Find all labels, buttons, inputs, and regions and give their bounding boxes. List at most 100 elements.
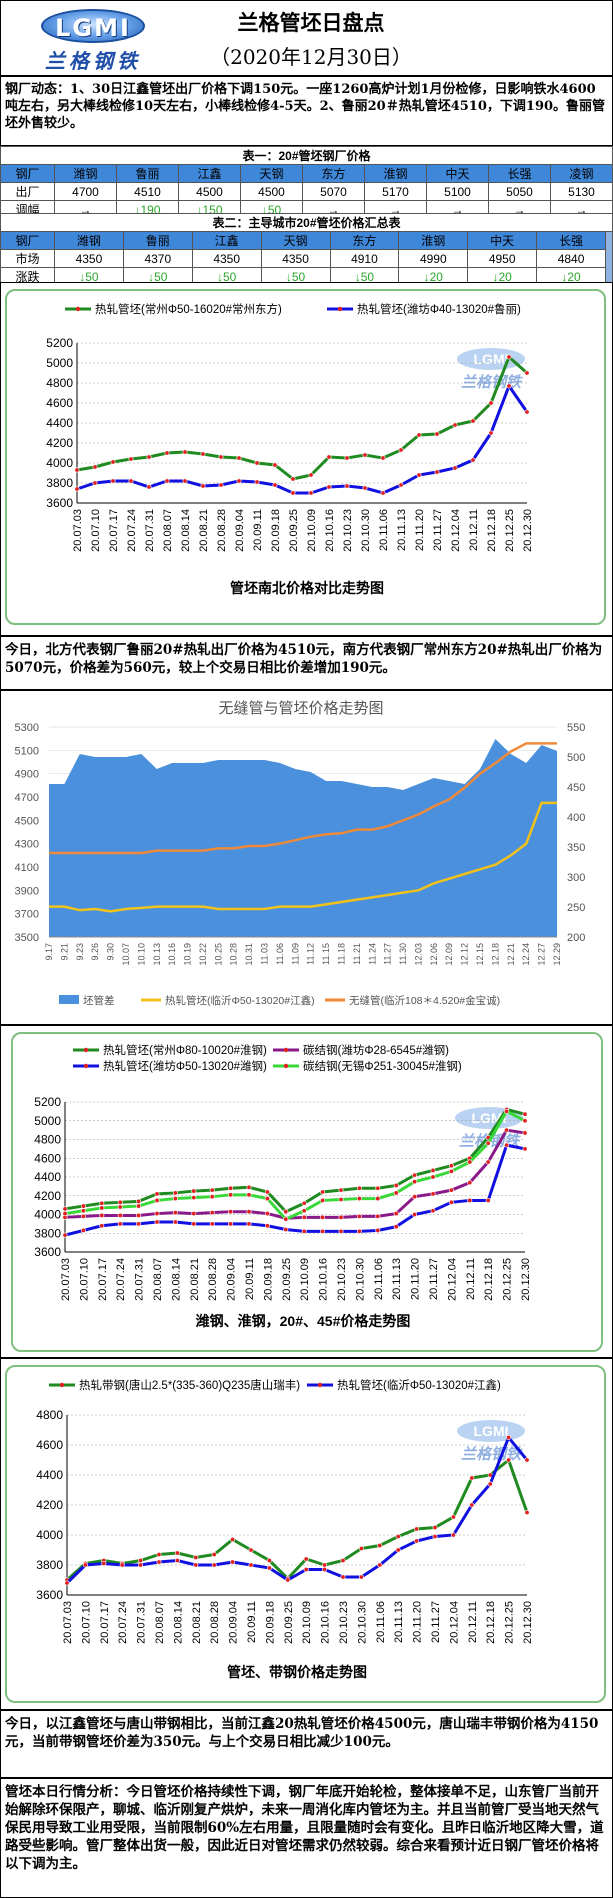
x-tick-label: 20.11.13 (391, 1258, 403, 1300)
data-point (414, 1538, 420, 1544)
y-left-tick-label: 3500 (15, 932, 39, 944)
data-point (522, 1146, 528, 1152)
data-point (412, 1179, 418, 1185)
data-point (266, 1565, 272, 1571)
legend-label: 热轧管坯(潍坊Φ50-13020#潍钢) (103, 1059, 267, 1073)
y-right-tick-label: 200 (567, 932, 585, 944)
x-tick-label: 20.07.24 (126, 509, 138, 552)
mill-name-cell: 江鑫 (178, 164, 241, 183)
x-tick-label: 10.31 (244, 943, 254, 966)
data-point (154, 1197, 160, 1203)
y-left-tick-label: 5300 (15, 722, 39, 734)
x-tick-label: 20.07.17 (108, 509, 120, 552)
series-line (64, 1109, 526, 1222)
data-point (172, 1190, 178, 1196)
data-point (524, 370, 530, 376)
x-tick-label: 12.24 (521, 943, 531, 966)
page-title: 兰格管坯日盘点 (237, 10, 385, 35)
data-point (209, 1221, 215, 1227)
x-tick-label: 10.28 (229, 943, 239, 966)
mill-name-cell: 天钢 (260, 231, 331, 250)
mill-name-cell: 凌钢 (550, 164, 613, 183)
data-point (485, 1197, 491, 1203)
data-point (393, 1190, 399, 1196)
report-header: LGMI 兰格钢铁 兰格管坯日盘点 （2020年12月30日） (0, 0, 613, 76)
mill-name-cell: 江鑫 (191, 231, 262, 250)
x-tick-label: 20.07.31 (136, 1601, 148, 1644)
data-point (248, 1562, 254, 1568)
data-point (430, 1174, 436, 1180)
x-tick-label: 20.11.20 (414, 509, 426, 551)
data-point (62, 1206, 68, 1212)
x-tick-label: 20.07.10 (78, 1258, 90, 1301)
data-point (448, 1168, 454, 1174)
x-tick-label: 11.30 (398, 943, 408, 965)
x-tick-label: 20.11.06 (378, 509, 390, 551)
watermark-cn-text: 兰格钢铁 (461, 1446, 523, 1463)
x-tick-label: 10.25 (213, 943, 223, 966)
x-tick-label: 10.19 (183, 943, 193, 966)
x-tick-label: 20.10.16 (318, 1258, 330, 1301)
x-tick-label: 20.07.03 (62, 1601, 74, 1644)
table-caption: 表二：主导城市20#管坯价格汇总表 (0, 213, 613, 232)
data-point (228, 1185, 234, 1191)
x-tick-label: 10.22 (198, 943, 208, 966)
x-tick-label: 20.11.13 (396, 509, 408, 551)
legend-label: 碳结钢(潍坊Φ28-6545#潍钢) (303, 1043, 449, 1057)
y-tick-label: 3600 (36, 1588, 63, 1602)
x-tick-label: 11.27 (383, 943, 393, 965)
data-point (264, 1223, 270, 1229)
data-point (74, 467, 80, 473)
legend-marker (59, 1382, 65, 1388)
x-tick-label: 20.12.30 (522, 1601, 534, 1644)
x-tick-label: 20.10.09 (301, 1601, 313, 1644)
data-point (62, 1211, 68, 1217)
y-tick-label: 4200 (36, 1498, 63, 1512)
data-point (191, 1188, 197, 1194)
data-point (228, 1221, 234, 1227)
watermark-logo-text: LGMI (474, 1423, 509, 1439)
strip-commentary: 今日，以江鑫管坯与唐山带钢相比，当前江鑫20热轧管坯价格4500元，唐山瑞丰带钢… (0, 1710, 613, 1778)
mill-name-cell: 东方 (329, 231, 400, 250)
y-tick-label: 3800 (36, 1558, 63, 1572)
x-tick-label: 11.18 (336, 943, 346, 965)
data-point (264, 1196, 270, 1202)
x-tick-label: 20.11.13 (393, 1601, 405, 1643)
row-label: 钢厂 (0, 164, 55, 183)
row-label: 钢厂 (0, 231, 55, 250)
data-point (254, 479, 260, 485)
x-tick-label: 20.11.20 (410, 1258, 422, 1300)
chart-panel: LGMI兰格钢铁36003800400042004400460048005000… (11, 1032, 603, 1352)
x-tick-label: 11.09 (290, 943, 300, 965)
x-tick-label: 20.12.18 (486, 509, 498, 552)
y-tick-label: 5000 (46, 356, 73, 370)
legend-marker (283, 1063, 289, 1069)
data-point (272, 462, 278, 468)
data-point (92, 480, 98, 486)
legend-marker (83, 1063, 89, 1069)
data-point (416, 472, 422, 478)
data-point (290, 490, 296, 496)
data-point (138, 1562, 144, 1568)
price-cell: 4350 (191, 249, 262, 268)
y-tick-label: 5200 (46, 336, 73, 350)
data-point (452, 422, 458, 428)
data-point (264, 1189, 270, 1195)
chart-billet-strip: LGMI 兰格钢铁 3600 3800 4000 4200 4400 4600 4800 20.0… (0, 1358, 613, 1710)
data-point (236, 478, 242, 484)
data-point (285, 1577, 291, 1583)
data-point (470, 418, 476, 424)
data-point (506, 383, 512, 389)
data-point (377, 1562, 383, 1568)
data-point (92, 464, 98, 470)
y-right-tick-label: 350 (567, 842, 585, 854)
data-point (211, 1552, 217, 1558)
x-tick-label: 10.07 (121, 943, 131, 966)
mill-news: 钢厂动态：1、30日江鑫管坯出厂价格下调150元。一座1260高炉计划1月份检修… (0, 76, 613, 146)
y-tick-label: 3800 (46, 476, 73, 490)
legend-label: 热轧管坯(临沂Φ50-13020#江鑫) (165, 994, 315, 1007)
x-tick-label: 11.15 (321, 943, 331, 965)
data-point (430, 1167, 436, 1173)
data-point (154, 1191, 160, 1197)
mill-name-cell: 鲁丽 (122, 231, 193, 250)
